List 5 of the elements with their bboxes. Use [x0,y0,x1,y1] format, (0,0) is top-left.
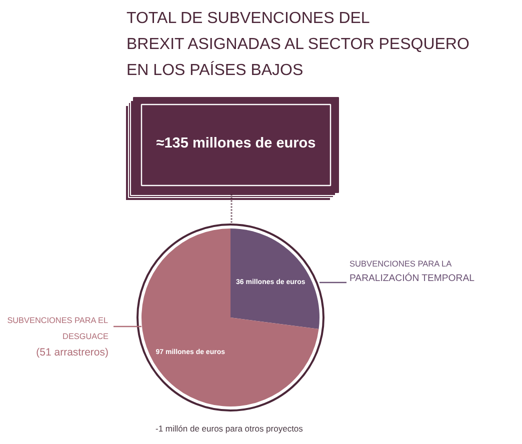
text: ≈135 millones de euros [156,136,316,152]
chart-title: TOTAL DE SUBVENCIONES DEL BREXIT ASIGNADAS AL SECTOR PESQUERO EN LOS PAÍSES BAJOS [126,10,470,79]
text: -1 millón de euros para otros proyectos [156,424,303,434]
slice-label: SUBVENCIONES PARA LA PARALIZACIÓN TEMPORAL [350,258,476,284]
slice-label: SUBVENCIONES PARA EL DESGUACE (51 arrastreros) [7,316,110,358]
